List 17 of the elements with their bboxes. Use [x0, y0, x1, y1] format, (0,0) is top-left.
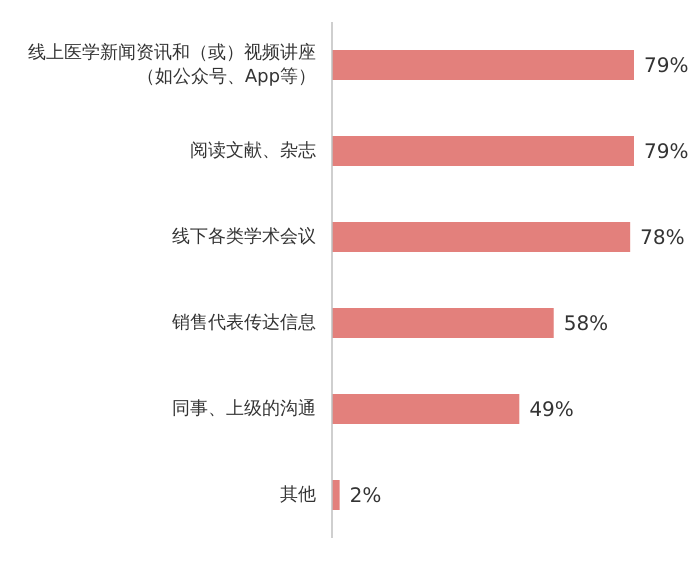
- data-label: 49%: [529, 397, 574, 421]
- bar: [332, 308, 554, 338]
- data-label: 79%: [644, 53, 688, 77]
- y-tick-label: 阅读文献、杂志: [189, 139, 316, 163]
- bar: [332, 394, 520, 424]
- data-label: 58%: [564, 311, 608, 335]
- y-tick-label: 其他: [279, 483, 316, 507]
- y-tick-label: 线上医学新闻资讯和（或）视频讲座（如公众号、App等）: [27, 41, 316, 89]
- data-label: 79%: [644, 139, 688, 163]
- bar: [332, 136, 634, 166]
- data-label: 2%: [350, 483, 382, 507]
- y-tick-label: 线下各类学术会议: [171, 225, 316, 249]
- bar: [332, 50, 634, 80]
- y-tick-label: 同事、上级的沟通: [171, 397, 316, 421]
- y-tick-label: 销售代表传达信息: [171, 311, 316, 335]
- bar: [332, 222, 630, 252]
- data-label: 78%: [640, 225, 685, 249]
